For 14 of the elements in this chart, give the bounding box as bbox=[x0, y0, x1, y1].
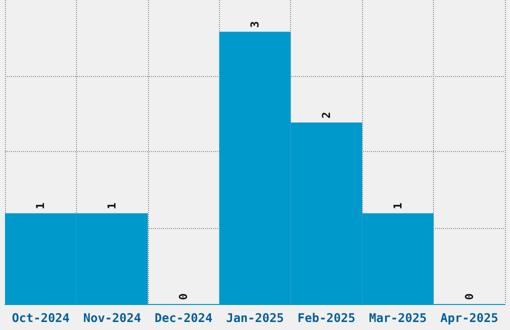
data-label: 2 bbox=[320, 112, 333, 119]
data-label: 3 bbox=[248, 21, 262, 28]
x-tick-label: Apr-2025 bbox=[440, 311, 498, 325]
x-tick-label: Feb-2025 bbox=[298, 311, 356, 325]
data-label: 1 bbox=[391, 202, 404, 210]
data-label: 0 bbox=[177, 293, 190, 300]
x-tick-label: Jan-2025 bbox=[226, 311, 284, 325]
x-tick-label: Mar-2025 bbox=[368, 311, 427, 325]
x-tick-label: Nov-2024 bbox=[83, 311, 142, 325]
data-label: 0 bbox=[462, 293, 476, 300]
data-label: 1 bbox=[34, 202, 48, 210]
x-tick-label: Oct-2024 bbox=[12, 311, 70, 325]
x-tick-label: Dec-2024 bbox=[154, 311, 212, 325]
data-label: 1 bbox=[106, 202, 119, 210]
